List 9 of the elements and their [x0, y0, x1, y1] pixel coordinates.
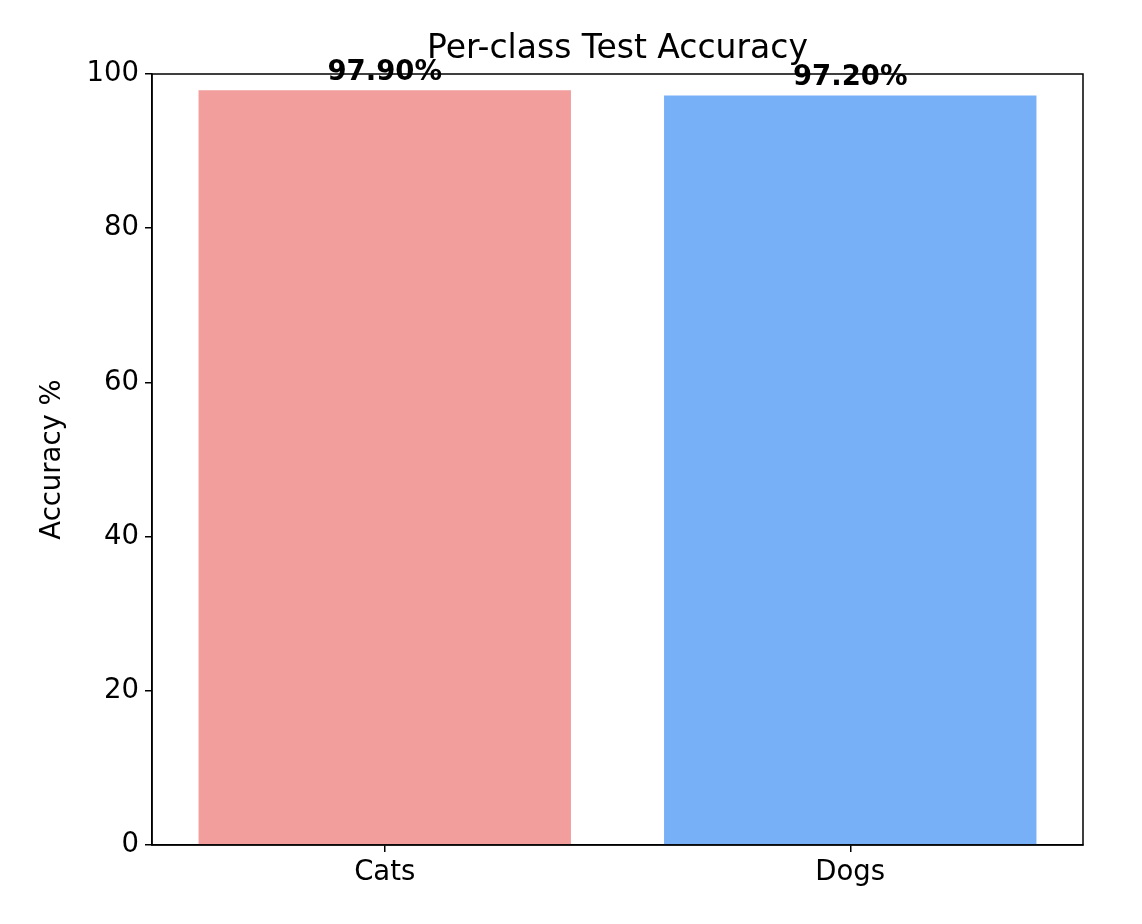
y-tick-label: 20 — [104, 671, 139, 704]
y-tick-label: 60 — [104, 363, 139, 396]
y-axis-title: Accuracy % — [33, 379, 66, 540]
y-tick-label: 40 — [104, 517, 139, 550]
y-tick-label: 100 — [86, 55, 139, 88]
x-tick-label: Dogs — [815, 853, 886, 886]
y-tick-label: 0 — [121, 826, 139, 859]
y-tick-label: 80 — [104, 209, 139, 242]
x-tick-label: Cats — [354, 853, 416, 886]
